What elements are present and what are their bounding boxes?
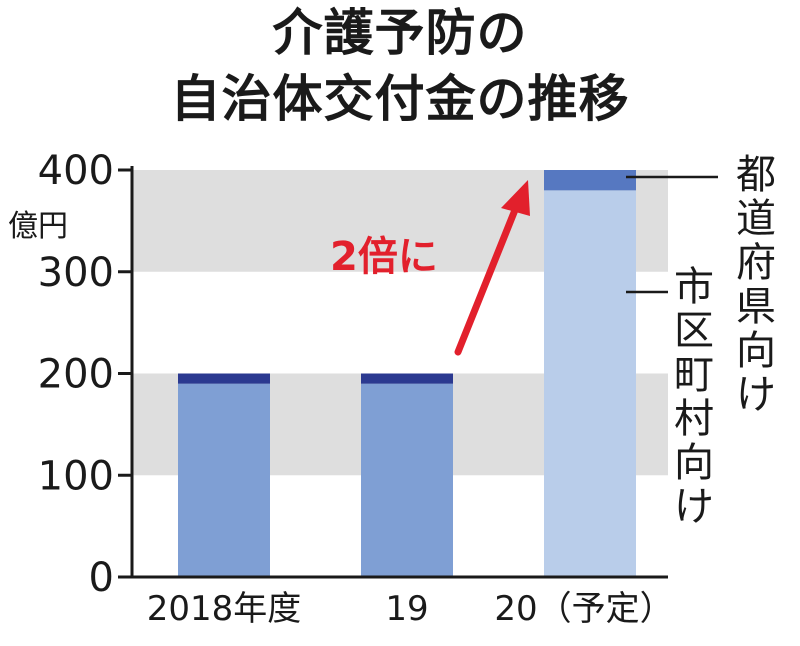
bar-prefecture-1 — [361, 373, 453, 384]
y-axis-unit: 億円 — [8, 209, 68, 244]
vertical-label-char: 県 — [736, 284, 776, 330]
vertical-label-char: 向 — [736, 328, 776, 374]
vertical-label-char: 府 — [736, 240, 776, 286]
x-axis-labels: 2018年度 19 20（予定） — [147, 589, 674, 629]
growth-arrow — [454, 180, 530, 356]
y-tick-label: 400 — [38, 148, 114, 194]
bar-municipality-2 — [544, 190, 636, 577]
bar-prefecture-0 — [178, 373, 270, 384]
x-tick-label: 2018年度 — [147, 589, 302, 629]
x-tick-label: 20（予定） — [494, 589, 673, 629]
vertical-label-char: 道 — [736, 196, 776, 242]
bar-municipality-1 — [361, 383, 453, 577]
y-tick-label: 0 — [89, 555, 114, 601]
arrow-head — [501, 180, 530, 216]
bars — [178, 170, 636, 577]
y-axis: 0 100 200 300 400 — [38, 148, 668, 601]
vertical-label-char: 都 — [736, 152, 776, 198]
bar-prefecture-2 — [544, 170, 636, 191]
leader-lines — [626, 175, 718, 294]
chart-title-line-1: 介護予防の — [272, 4, 528, 62]
x-tick-label: 19 — [385, 589, 428, 629]
y-tick-label: 200 — [38, 352, 114, 398]
bar-municipality-0 — [178, 383, 270, 577]
y-tick-label: 300 — [38, 250, 114, 296]
vertical-label-char: 向 — [674, 440, 714, 486]
y-tick-label: 100 — [38, 453, 114, 499]
arrow-shaft — [454, 201, 521, 356]
vertical-label-char: 町 — [674, 352, 714, 398]
vertical-label-char: け — [674, 484, 714, 530]
vertical-label-char: 区 — [674, 308, 714, 354]
annotation-label: 2倍に — [330, 234, 438, 280]
vertical-label-char: 市 — [674, 264, 714, 310]
vertical-label-char: 村 — [674, 396, 714, 442]
vertical-label-char: け — [736, 372, 776, 418]
chart-title-line-2: 自治体交付金の推移 — [170, 70, 630, 128]
